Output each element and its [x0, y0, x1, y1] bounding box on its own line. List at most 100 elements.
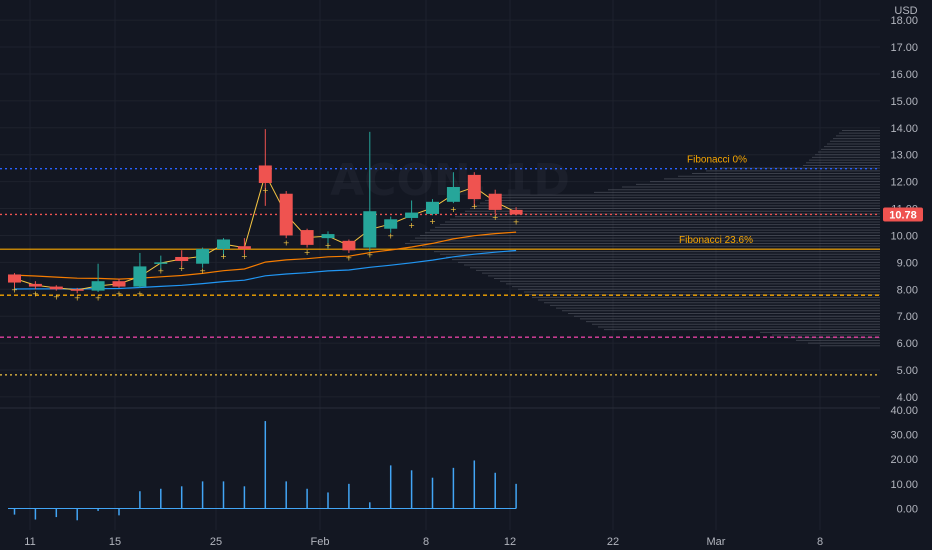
- fibonacci-labels: Fibonacci 0% Fibonacci 23.6%: [679, 155, 753, 246]
- candle-body: [133, 266, 147, 287]
- signal-marker: +: [366, 251, 373, 260]
- signal-marker: +: [53, 292, 60, 301]
- signal-marker: +: [262, 186, 269, 195]
- candle-body: [28, 283, 42, 287]
- candle-body: [196, 248, 210, 264]
- candle: [384, 216, 398, 233]
- signal-marker: +: [32, 290, 39, 299]
- time-tick-label: 15: [109, 536, 121, 548]
- signal-marker: +: [241, 252, 248, 261]
- volume-tick-label: 0.00: [897, 503, 918, 515]
- last-price-badge: 10.78: [883, 207, 923, 222]
- time-axis[interactable]: 11 15 25 Feb 8 12 22 Mar 8: [24, 536, 823, 548]
- candle: [133, 252, 147, 288]
- price-tick-label: 9.00: [897, 257, 918, 269]
- signal-marker: +: [450, 205, 457, 214]
- time-tick-label: 8: [817, 536, 823, 548]
- ema-line-orange: [14, 231, 517, 280]
- price-tick-label: 5.00: [897, 365, 918, 377]
- volume-axis[interactable]: 0.00 10.00 20.00 30.00 40.00: [890, 405, 918, 515]
- time-tick-label: Feb: [311, 536, 330, 548]
- candle: [300, 228, 314, 248]
- candle: [426, 199, 439, 216]
- time-tick-label: 25: [210, 536, 222, 548]
- signal-marker: +: [116, 290, 123, 299]
- signal-marker: +: [74, 294, 81, 303]
- signal-marker: +: [157, 267, 164, 276]
- last-price-label: 10.78: [889, 209, 917, 221]
- candles[interactable]: [8, 129, 523, 294]
- candle: [154, 255, 168, 271]
- signal-marker: +: [220, 252, 227, 261]
- candle-body: [49, 286, 63, 290]
- candle-body: [217, 239, 230, 249]
- candle: [446, 172, 460, 204]
- price-tick-label: 14.00: [890, 123, 918, 135]
- signal-marker: +: [95, 294, 102, 303]
- candle-body: [91, 281, 105, 291]
- candle-body: [426, 201, 439, 214]
- volume-pane: [8, 421, 517, 521]
- candle-body: [488, 193, 502, 210]
- candle-body: [467, 174, 481, 200]
- candle: [70, 287, 84, 294]
- candle: [467, 172, 481, 208]
- signal-marker: +: [11, 286, 18, 295]
- price-tick-label: 13.00: [890, 150, 918, 162]
- candle-body: [237, 246, 251, 249]
- fibonacci-label: Fibonacci 0%: [687, 155, 747, 166]
- price-tick-label: 10.00: [890, 230, 918, 242]
- time-tick-label: 22: [607, 536, 619, 548]
- volume-tick-label: 30.00: [890, 430, 918, 442]
- time-tick-label: 11: [24, 536, 35, 548]
- candle: [321, 231, 335, 249]
- signal-marker: +: [408, 221, 415, 230]
- signal-marker: +: [137, 290, 144, 299]
- price-tick-label: 15.00: [890, 96, 918, 108]
- candle: [363, 131, 377, 252]
- price-tick-label: 16.00: [890, 69, 918, 81]
- price-tick-label: 7.00: [897, 311, 918, 323]
- signal-marker: +: [346, 253, 353, 262]
- price-tick-label: 17.00: [890, 42, 918, 54]
- signal-marker: +: [283, 238, 290, 247]
- volume-tick-label: 10.00: [890, 479, 918, 491]
- candle-body: [405, 212, 419, 218]
- signal-marker: +: [471, 202, 478, 211]
- time-tick-label: 12: [504, 536, 516, 548]
- candle: [258, 129, 272, 206]
- candle: [237, 238, 251, 255]
- candle: [49, 285, 63, 291]
- candle-body: [8, 274, 21, 283]
- candle: [91, 263, 105, 292]
- signal-marker: +: [513, 217, 520, 226]
- candle: [342, 239, 356, 253]
- candle: [175, 250, 189, 267]
- signal-marker: +: [429, 217, 436, 226]
- candle-body: [258, 165, 272, 183]
- candle-body: [70, 289, 84, 291]
- price-tick-label: 12.00: [890, 177, 918, 189]
- candle-body: [509, 209, 523, 215]
- candle: [217, 238, 230, 257]
- price-tick-label: 4.00: [897, 392, 918, 404]
- candle-body: [342, 240, 356, 251]
- time-tick-label: Mar: [707, 536, 726, 548]
- volume-tick-label: 20.00: [890, 454, 918, 466]
- price-tick-label: 18.00: [890, 15, 918, 27]
- candle-body: [363, 211, 377, 248]
- signal-marker: +: [199, 267, 206, 276]
- price-axis[interactable]: 4.005.006.007.008.009.0010.0011.0012.001…: [890, 15, 918, 404]
- time-tick-label: 8: [423, 536, 429, 548]
- volume-tick-label: 40.00: [890, 405, 918, 417]
- candle-body: [154, 262, 168, 264]
- signal-marker: +: [492, 213, 499, 222]
- candle: [112, 278, 126, 288]
- signal-markers: + + + + + + + + + + + + + + + + + + + + + + + + +: [11, 186, 519, 303]
- ema-line-blue: [14, 249, 517, 290]
- currency-label[interactable]: USD: [894, 5, 917, 17]
- fibonacci-label: Fibonacci 23.6%: [679, 235, 753, 246]
- candle: [405, 200, 419, 221]
- grid: [0, 0, 880, 530]
